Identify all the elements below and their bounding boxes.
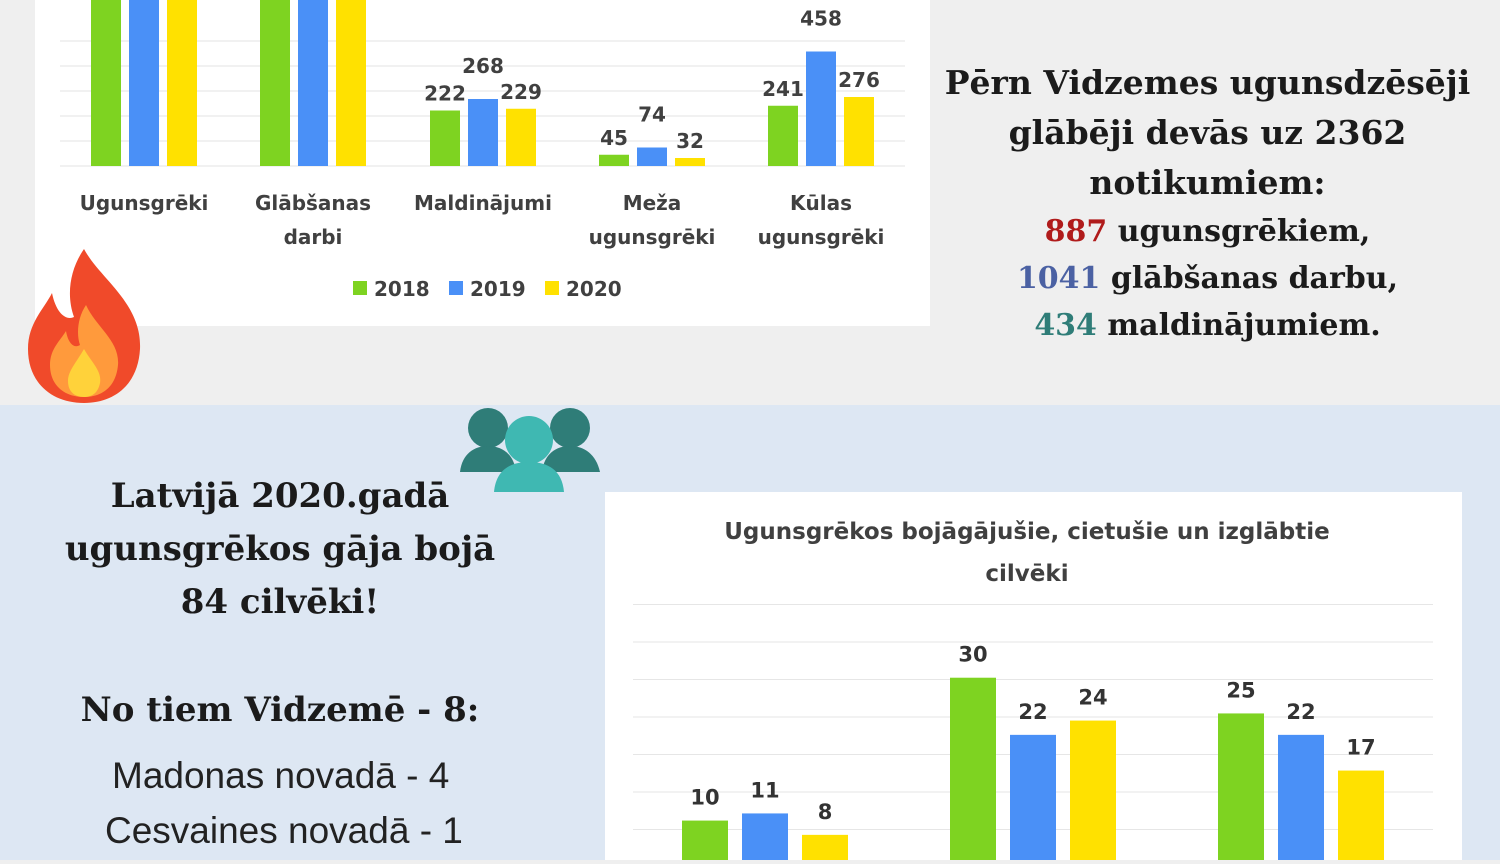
data-label: 268: [462, 54, 504, 78]
bar-2018-3: [599, 154, 629, 166]
data-label: 458: [800, 7, 842, 31]
bar-2019-0: [129, 0, 159, 166]
false-alarm-label: maldinājumiem.: [1096, 308, 1381, 343]
data-label: 241: [762, 77, 804, 101]
data-label: 30: [958, 643, 987, 667]
bar-2018-0: [91, 0, 121, 166]
category-label: Meža: [623, 191, 682, 215]
summary-line-2: glābēji devās uz 2362: [1008, 113, 1407, 152]
bar-2020-0: [167, 0, 197, 166]
summary-line-1: Pērn Vidzemes ugunsdzēsēji: [944, 63, 1471, 102]
chart-casualties-svg: Ugunsgrēkos bojāgājušie, cietušie un izg…: [633, 519, 1433, 864]
region-madona: Madonas novadā - 4: [112, 755, 450, 796]
bar-2019-2: [468, 99, 498, 166]
legend-swatch-2019: [449, 281, 463, 295]
bar-2020-0: [802, 834, 848, 864]
chart-casualties: Ugunsgrēkos bojāgājušie, cietušie un izg…: [605, 492, 1462, 864]
bar-2018-0: [682, 820, 728, 864]
summary-false-alarms: 434 maldinājumiem.: [925, 302, 1490, 349]
bar-2019-1: [298, 0, 328, 166]
bar-2020-1: [336, 0, 366, 166]
bar-2020-3: [675, 158, 705, 166]
false-alarm-count: 434: [1034, 308, 1097, 343]
data-label: 25: [1226, 678, 1255, 702]
summary-line-3: notikumiem:: [1089, 163, 1326, 202]
vidzeme-heading: No tiem Vidzemē - 8:: [80, 690, 480, 730]
fires-count: 887: [1044, 214, 1108, 249]
data-label: 45: [600, 126, 628, 150]
legend-label-2020: 2020: [566, 277, 622, 301]
bar-2020-2: [506, 108, 536, 166]
bar-2018-2: [1218, 713, 1264, 864]
summary-fires: 887 ugunsgrēkiem,: [925, 208, 1490, 255]
bar-2018-1: [950, 677, 996, 864]
bar-2020-2: [1338, 770, 1384, 864]
category-label: Kūlas: [790, 191, 852, 215]
legend-swatch-2020: [545, 281, 559, 295]
data-label: 24: [1078, 686, 1107, 710]
bar-2018-1: [260, 0, 290, 166]
category-label: ugunsgrēki: [589, 225, 716, 249]
rescue-count: 1041: [1016, 261, 1101, 296]
rescue-label: glābšanas darbu,: [1100, 261, 1399, 296]
bar-2019-0: [742, 813, 788, 864]
people-group-icon: [460, 408, 600, 492]
data-label: 222: [424, 82, 466, 106]
events-summary: Pērn Vidzemes ugunsdzēsēji glābēji devās…: [925, 58, 1490, 349]
fire-icon: [28, 249, 141, 403]
deaths-line-2: ugunsgrēkos gāja bojā: [64, 529, 496, 569]
bar-2018-4: [768, 105, 798, 166]
data-label: 229: [500, 80, 542, 104]
bar-2018-2: [430, 110, 460, 166]
chart-title: Ugunsgrēkos bojāgājušie, cietušie un izg…: [724, 519, 1330, 545]
legend-swatch-2018: [353, 281, 367, 295]
category-label: Glābšanas: [255, 191, 371, 215]
data-label: 8: [818, 800, 833, 824]
bar-2019-1: [1010, 734, 1056, 864]
deaths-line-1: Latvijā 2020.gadā: [110, 476, 450, 516]
deaths-statement: Latvijā 2020.gadā ugunsgrēkos gāja bojā …: [40, 470, 520, 629]
region-cesvaine: Cesvaines novadā - 1: [105, 810, 463, 851]
data-label: 32: [676, 129, 704, 153]
bar-2019-2: [1278, 734, 1324, 864]
data-label: 74: [638, 103, 666, 127]
legend-label-2019: 2019: [470, 277, 526, 301]
chart-events-by-type: 222 45 241 268 74 458 229 32 276 Ugunsgrēki Glābša…: [35, 0, 930, 326]
data-label: 17: [1346, 736, 1375, 760]
data-label: 276: [838, 68, 880, 92]
category-label: ugunsgrēki: [758, 225, 885, 249]
data-label: 22: [1286, 700, 1315, 724]
category-label: darbi: [284, 225, 343, 249]
bar-2019-3: [637, 147, 667, 166]
bar-2019-4: [806, 51, 836, 166]
category-label: Maldinājumi: [414, 191, 552, 215]
bar-2020-4: [844, 97, 874, 166]
bar-2020-1: [1070, 720, 1116, 864]
chart-title: cilvēki: [985, 561, 1068, 587]
category-label: Ugunsgrēki: [80, 191, 209, 215]
summary-rescue: 1041 glābšanas darbu,: [925, 255, 1490, 302]
fires-label: ugunsgrēkiem,: [1107, 214, 1371, 249]
chart-events-svg: 222 45 241 268 74 458 229 32 276 Ugunsgrēki Glābša…: [60, 0, 905, 301]
data-label: 22: [1018, 700, 1047, 724]
data-label: 11: [750, 778, 779, 802]
deaths-line-3: 84 cilvēki!: [180, 582, 380, 622]
legend-label-2018: 2018: [374, 277, 430, 301]
data-label: 10: [690, 786, 719, 810]
